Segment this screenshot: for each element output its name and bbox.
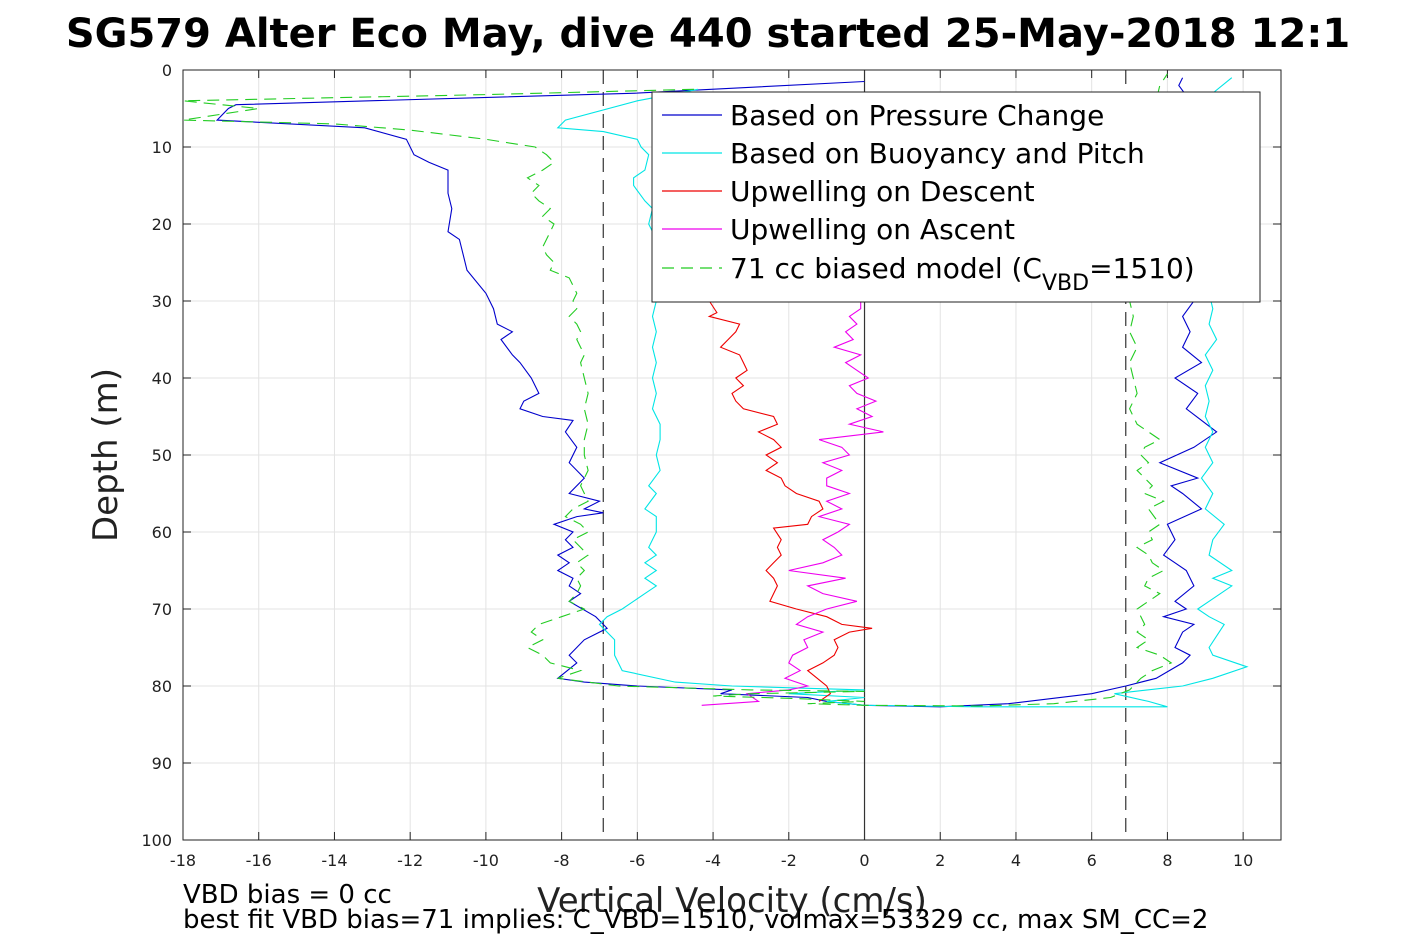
series-line-1 [215,77,1218,708]
legend-label-5: 71 cc biased model (CVBD=1510) [730,252,1195,296]
x-tick-label: -10 [473,851,499,870]
plot-frame [182,69,1282,841]
y-tick-label: 60 [152,523,172,542]
x-tick-label: -8 [554,851,570,870]
series-line-4 [701,301,884,706]
x-tick-label: -16 [246,851,272,870]
y-tick-label: 90 [152,754,172,773]
y-tick-labels: 0 10 20 30 40 50 60 70 80 90 100 [141,61,172,850]
x-tick-label: -2 [781,851,797,870]
chart-title: SG579 Alter Eco May, dive 440 started 25… [66,11,1350,57]
y-tick-label: 50 [152,446,172,465]
x-tick-labels: -18 -16 -14 -12 -10 -8 -6 -4 -2 0 2 4 6 8 10 [170,851,1253,870]
legend-label-subscript: VBD [1042,271,1089,296]
legend-label-text: 71 cc biased model (C [730,252,1042,285]
y-tick-label: 20 [152,215,172,234]
legend-label-4: Upwelling on Ascent [730,213,1015,246]
x-tick-label: -14 [321,851,347,870]
x-tick-label: 6 [1087,851,1097,870]
legend: Based on Pressure Change Based on Buoyanc… [651,91,1261,303]
y-tick-label: 100 [141,831,172,850]
legend-label-text: Upwelling on Descent [730,175,1035,208]
legend-box [651,91,1261,303]
legend-label-text: Based on Pressure Change [730,99,1104,132]
legend-label-2: Based on Buoyancy and Pitch [730,137,1145,170]
x-tick-label: 4 [1011,851,1021,870]
series-line-5 [183,73,1173,707]
legend-label-3: Upwelling on Descent [730,175,1035,208]
footer-vbd-bias: VBD bias = 0 cc [183,880,392,910]
x-tick-label: -4 [705,851,721,870]
y-tick-label: 40 [152,369,172,388]
legend-label-1: Based on Pressure Change [730,99,1104,132]
series-group [183,73,1249,708]
series-line-3 [707,300,873,702]
x-tick-label: -6 [629,851,645,870]
y-tick-label: 70 [152,600,172,619]
legend-label-text: Based on Buoyancy and Pitch [730,137,1145,170]
legend-label-end: =1510) [1089,252,1195,285]
x-tick-label: 0 [859,851,869,870]
x-tick-label: 10 [1233,851,1253,870]
x-tick-label: -12 [397,851,423,870]
x-tick-label: -18 [170,851,196,870]
x-tick-label: 2 [935,851,945,870]
y-tick-label: 10 [152,138,172,157]
x-tick-label: 8 [1162,851,1172,870]
y-tick-label: 30 [152,292,172,311]
y-tick-label: 0 [162,61,172,80]
legend-label-text: Upwelling on Ascent [730,213,1015,246]
footer-best-fit: best fit VBD bias=71 implies: C_VBD=1510… [183,905,1208,935]
x-axis-label: Vertical Velocity (cm/s) [537,881,927,921]
y-axis-label: Depth (m) [86,368,126,542]
y-tick-label: 80 [152,677,172,696]
